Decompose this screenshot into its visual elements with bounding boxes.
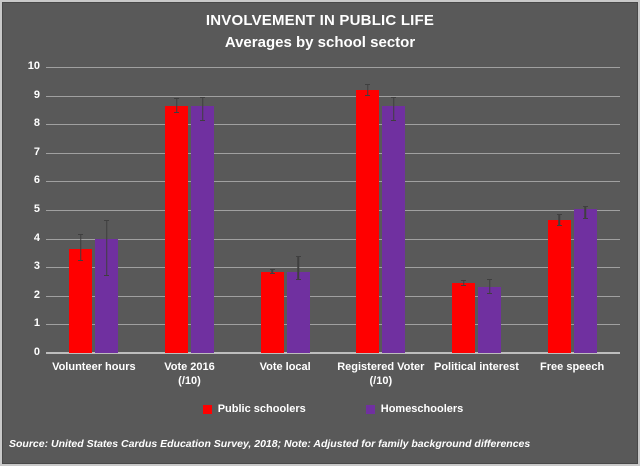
x-axis-label-free-speech: Free speech — [540, 361, 605, 373]
chart-title: INVOLVEMENT IN PUBLIC LIFE — [205, 12, 435, 29]
bar-homeschoolers-vote-local — [286, 271, 310, 353]
gridline-1 — [46, 324, 620, 326]
gridline-7 — [46, 152, 620, 154]
legend-label-homeschoolers: Homeschoolers — [380, 403, 464, 415]
bar-public-schoolers-registered-voter — [356, 89, 380, 353]
error-bar-public-schoolers-volunteer-hours — [78, 234, 84, 262]
x-axis-label-volunteer-hours: Volunteer hours — [52, 361, 136, 373]
legend-swatch-public-schoolers — [202, 404, 212, 414]
error-bar-homeschoolers-volunteer-hours — [104, 220, 110, 276]
bar-public-schoolers-political-interest — [452, 282, 475, 353]
gridline-6 — [46, 181, 620, 183]
error-bar-public-schoolers-registered-voter — [365, 84, 371, 96]
error-bar-homeschoolers-vote-2016 — [200, 97, 205, 122]
bar-public-schoolers-vote-2016 — [165, 105, 188, 353]
y-tick-label-6: 6 — [33, 174, 40, 187]
x-axis-label-registered-voter: Registered Voter (/10) — [337, 361, 425, 388]
error-bar-homeschoolers-vote-local — [295, 255, 301, 281]
bar-public-schoolers-vote-local — [260, 271, 284, 353]
error-bar-public-schoolers-political-interest — [461, 280, 466, 286]
gridline-3 — [46, 267, 620, 269]
error-bar-homeschoolers-registered-voter — [391, 97, 397, 122]
legend-item-homeschoolers: Homeschoolers — [365, 403, 464, 415]
y-tick-label-0: 0 — [33, 346, 40, 358]
bar-homeschoolers-registered-voter — [382, 105, 406, 353]
chart-subtitle: Averages by school sector — [224, 33, 416, 51]
y-tick-label-8: 8 — [33, 117, 40, 130]
y-tick-label-7: 7 — [33, 145, 40, 158]
bar-public-schoolers-volunteer-hours — [69, 248, 93, 353]
legend-item-public-schoolers: Public schoolers — [202, 403, 306, 415]
error-bar-homeschoolers-free-speech — [582, 205, 588, 219]
x-axis-label-political-interest: Political interest — [433, 361, 519, 373]
error-bar-public-schoolers-vote-2016 — [174, 98, 179, 113]
plot-area: 0 1 2 3 4 5 6 7 8 9 10 Volunteer hours Vote 2016 (/1… — [28, 60, 620, 387]
legend: Public schoolers Homeschoolers — [46, 403, 620, 415]
y-tick-label-2: 2 — [33, 288, 40, 301]
x-axis-label-vote-local: Vote local — [259, 361, 311, 373]
x-axis-line — [46, 352, 620, 354]
title-block: INVOLVEMENT IN PUBLIC LIFE Averages by s… — [2, 10, 638, 54]
legend-label-public-schoolers: Public schoolers — [217, 403, 306, 415]
bar-public-schoolers-free-speech — [547, 220, 571, 353]
gridline-5 — [46, 210, 620, 211]
gridline-9 — [46, 95, 620, 97]
legend-swatch-homeschoolers — [365, 404, 375, 414]
bar-homeschoolers-vote-2016 — [191, 105, 214, 353]
y-tick-label-5: 5 — [33, 203, 40, 215]
bar-homeschoolers-political-interest — [478, 287, 501, 353]
y-tick-label-3: 3 — [33, 260, 40, 273]
y-tick-label-1: 1 — [33, 317, 40, 330]
y-tick-label-4: 4 — [33, 231, 40, 244]
gridline-10 — [46, 67, 620, 68]
gridline-8 — [46, 124, 620, 126]
error-bar-public-schoolers-vote-local — [269, 268, 275, 275]
footer-note: Source: United States Cardus Education S… — [9, 438, 531, 450]
error-bar-public-schoolers-free-speech — [556, 214, 562, 226]
bar-homeschoolers-volunteer-hours — [95, 238, 119, 353]
gridline-2 — [46, 295, 620, 297]
bar-homeschoolers-free-speech — [573, 208, 597, 353]
y-tick-label-10: 10 — [27, 60, 40, 72]
error-bar-homeschoolers-political-interest — [487, 278, 492, 295]
x-axis-label-vote-2016: Vote 2016 (/10) — [164, 361, 215, 388]
gridline-4 — [46, 238, 620, 240]
y-tick-label-9: 9 — [33, 88, 40, 101]
